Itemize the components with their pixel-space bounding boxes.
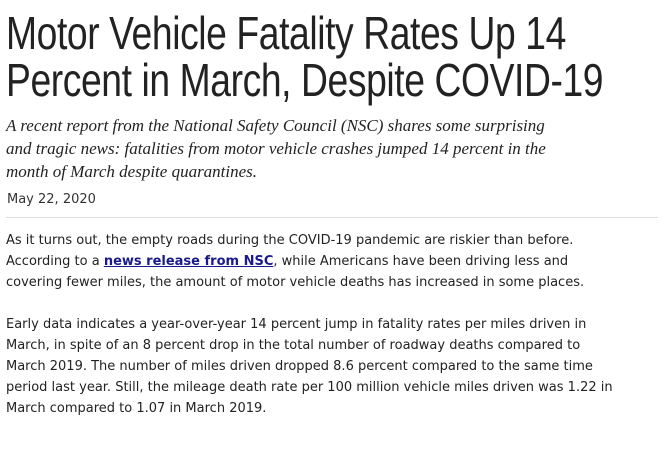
paragraph-text: , while Americans have been driving less…	[273, 254, 569, 269]
news-release-link[interactable]: news release from NSC	[103, 254, 274, 269]
paragraph-line: According to a news release from NSC, wh…	[6, 251, 658, 272]
subtitle-line: month of March despite quarantines.	[6, 162, 258, 181]
subtitle-line: A recent report from the National Safety…	[6, 116, 545, 135]
paragraph-line: As it turns out, the empty roads during …	[6, 233, 574, 248]
article-title-line: Motor Vehicle Fatality Rates Up 14	[6, 7, 566, 59]
paragraph-line: March 2019. The number of miles driven d…	[6, 359, 593, 374]
paragraph: As it turns out, the empty roads during …	[6, 230, 658, 293]
paragraph-line: Early data indicates a year-over-year 14…	[6, 317, 587, 332]
paragraph-line: March, in spite of an 8 percent drop in …	[6, 338, 581, 353]
paragraph-text: According to a	[6, 254, 104, 269]
subtitle-line: and tragic news: fatalities from motor v…	[6, 139, 546, 158]
paragraph-line: period last year. Still, the mileage dea…	[6, 380, 613, 395]
article: Motor Vehicle Fatality Rates Up 14 Perce…	[6, 0, 658, 419]
article-title-line: Percent in March, Despite COVID-19	[6, 54, 604, 106]
paragraph: Early data indicates a year-over-year 14…	[6, 314, 658, 419]
paragraph-line: covering fewer miles, the amount of moto…	[6, 275, 585, 290]
divider	[6, 217, 658, 218]
article-title: Motor Vehicle Fatality Rates Up 14 Perce…	[6, 7, 604, 106]
article-subtitle: A recent report from the National Safety…	[6, 114, 658, 183]
paragraph-line: March compared to 1.07 in March 2019.	[6, 401, 267, 416]
publish-date: May 22, 2020	[7, 192, 96, 207]
